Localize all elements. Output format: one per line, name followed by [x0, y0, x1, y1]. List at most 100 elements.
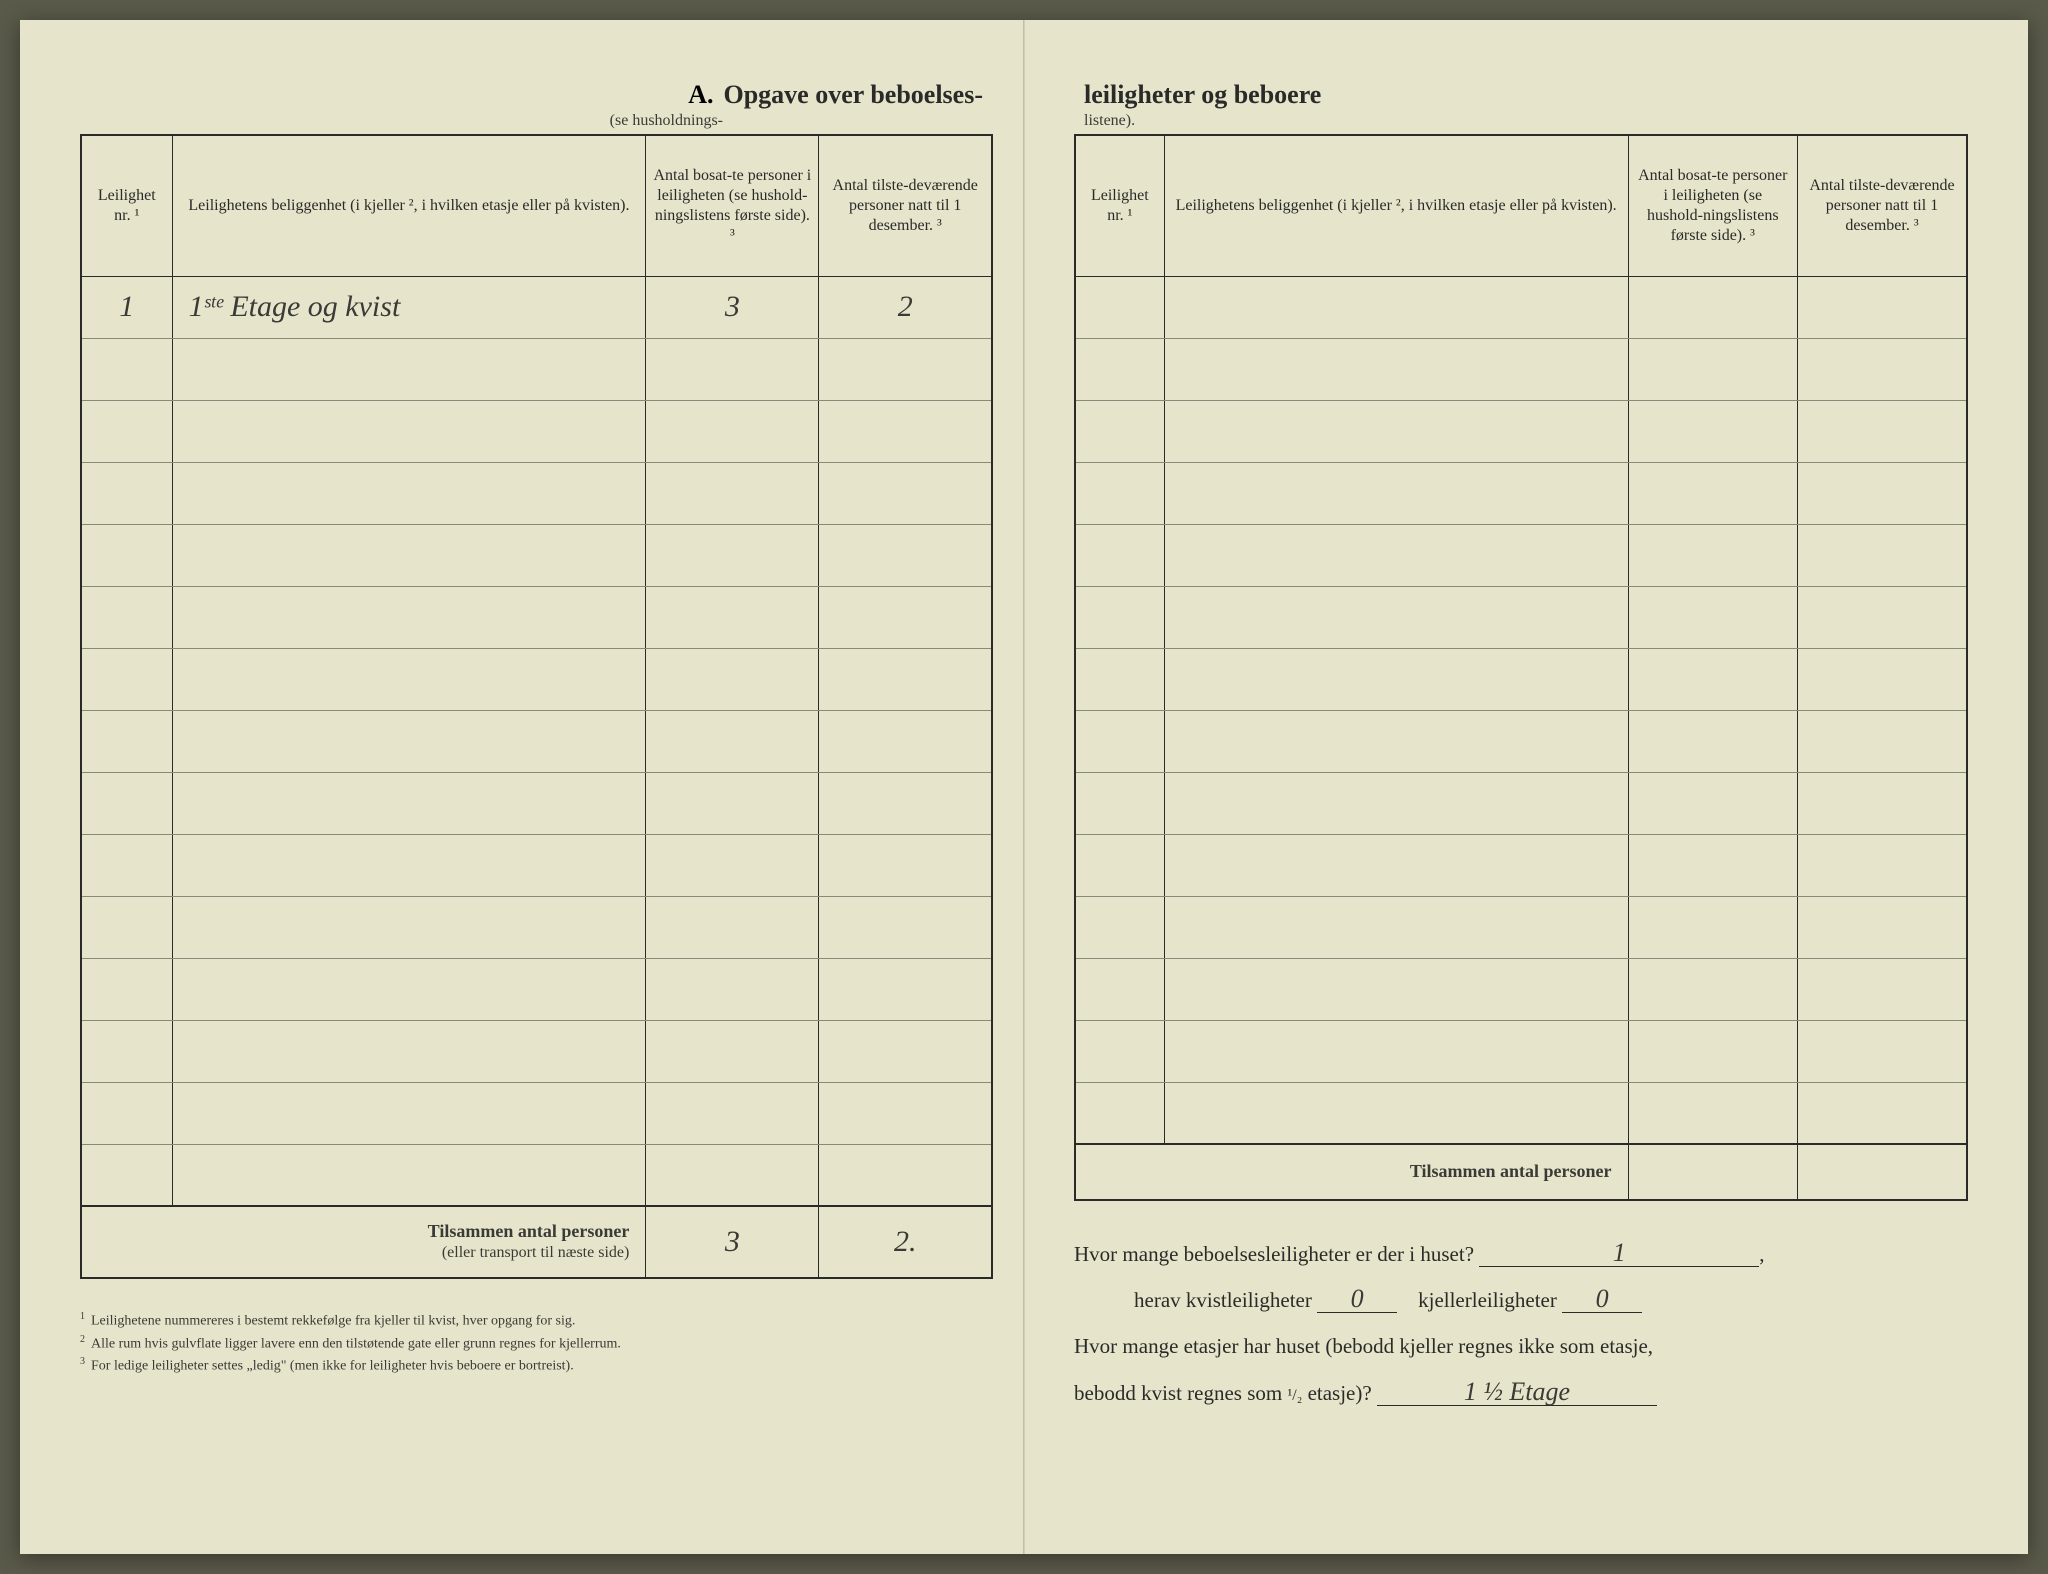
- cell-loc: [172, 1020, 646, 1082]
- totals-label: Tilsammen antal personer (eller transpor…: [81, 1206, 646, 1278]
- header-bosatte: Antal bosat-te personer i leiligheten (s…: [646, 136, 819, 276]
- table-row: [81, 1144, 992, 1206]
- cell-loc: [172, 710, 646, 772]
- cell-nr: [1075, 524, 1164, 586]
- cell-nr: [1075, 710, 1164, 772]
- cell-bosatte: [646, 586, 819, 648]
- cell-tilstede: [819, 648, 992, 710]
- cell-nr: [1075, 896, 1164, 958]
- cell-bosatte: [1628, 648, 1797, 710]
- cell-loc: [1164, 524, 1628, 586]
- table-row: [81, 772, 992, 834]
- cell-bosatte: 3: [646, 276, 819, 338]
- cell-loc: [1164, 338, 1628, 400]
- cell-nr: [81, 1144, 172, 1206]
- cell-loc: [1164, 772, 1628, 834]
- table-row: [1075, 1082, 1967, 1144]
- q2a-text: herav kvistleiligheter: [1134, 1288, 1312, 1312]
- table-row: [1075, 400, 1967, 462]
- cell-nr: [1075, 648, 1164, 710]
- q3-frac: ¹/₂: [1287, 1387, 1302, 1404]
- table-row: [1075, 338, 1967, 400]
- cell-loc: [172, 462, 646, 524]
- question-1: Hvor mange beboelsesleiligheter er der i…: [1074, 1231, 1968, 1277]
- cell-nr: [81, 1020, 172, 1082]
- cell-bosatte: [646, 1020, 819, 1082]
- cell-nr: [81, 1082, 172, 1144]
- table-row: 11ˢᵗᵉ Etage og kvist32: [81, 276, 992, 338]
- cell-tilstede: [819, 958, 992, 1020]
- q1-answer: 1: [1479, 1240, 1759, 1267]
- cell-tilstede: [819, 1020, 992, 1082]
- subtitle-right: listene).: [1074, 112, 1968, 130]
- cell-bosatte: [1628, 710, 1797, 772]
- cell-tilstede: [1798, 710, 1968, 772]
- cell-tilstede: [1798, 834, 1968, 896]
- cell-nr: [81, 400, 172, 462]
- cell-bosatte: [1628, 276, 1797, 338]
- cell-nr: [81, 958, 172, 1020]
- q3-pre: bebodd kvist regnes som: [1074, 1381, 1287, 1405]
- cell-bosatte: [1628, 772, 1797, 834]
- cell-loc: [172, 338, 646, 400]
- cell-tilstede: [1798, 958, 1968, 1020]
- table-row: [1075, 648, 1967, 710]
- cell-tilstede: [819, 1082, 992, 1144]
- right-table-wrap: Leilighet nr. ¹ Leilighetens beliggenhet…: [1074, 134, 1968, 1201]
- table-row: [81, 834, 992, 896]
- totals-tilstede: 2.: [819, 1206, 992, 1278]
- cell-bosatte: [646, 896, 819, 958]
- cell-tilstede: [819, 524, 992, 586]
- cell-nr: [81, 834, 172, 896]
- footnote-1: 1Leilighetene nummereres i bestemt rekke…: [80, 1309, 993, 1332]
- cell-tilstede: [819, 834, 992, 896]
- cell-bosatte: [1628, 462, 1797, 524]
- cell-tilstede: [1798, 338, 1968, 400]
- cell-loc: [172, 400, 646, 462]
- cell-loc: [1164, 710, 1628, 772]
- cell-nr: [1075, 400, 1164, 462]
- header-row: Leilighet nr. ¹ Leilighetens beliggenhet…: [81, 136, 992, 276]
- cell-nr: [81, 586, 172, 648]
- cell-nr: [1075, 338, 1164, 400]
- title-left-text: Opgave over beboelses-: [724, 80, 984, 110]
- cell-nr: [81, 338, 172, 400]
- footnote-3: 3For ledige leiligheter settes „ledig" (…: [80, 1354, 993, 1377]
- cell-loc: [172, 1082, 646, 1144]
- footnotes: 1Leilighetene nummereres i bestemt rekke…: [80, 1309, 993, 1377]
- cell-bosatte: [1628, 1020, 1797, 1082]
- cell-nr: [81, 462, 172, 524]
- table-row: [1075, 772, 1967, 834]
- cell-tilstede: [819, 586, 992, 648]
- cell-loc: [1164, 1020, 1628, 1082]
- header-tilstede: Antal tilste-deværende personer natt til…: [819, 136, 992, 276]
- right-tbody: Tilsammen antal personer: [1075, 276, 1967, 1200]
- cell-bosatte: [646, 958, 819, 1020]
- cell-tilstede: [819, 462, 992, 524]
- question-2: herav kvistleiligheter 0 kjellerleilighe…: [1074, 1277, 1968, 1323]
- cell-bosatte: [646, 772, 819, 834]
- cell-tilstede: [1798, 772, 1968, 834]
- totals-label-right: Tilsammen antal personer: [1075, 1144, 1628, 1200]
- cell-loc: [172, 896, 646, 958]
- cell-loc: [172, 1144, 646, 1206]
- cell-loc: [1164, 400, 1628, 462]
- cell-tilstede: [1798, 524, 1968, 586]
- cell-nr: [1075, 772, 1164, 834]
- cell-tilstede: [1798, 1082, 1968, 1144]
- table-row: [1075, 276, 1967, 338]
- cell-nr: [81, 524, 172, 586]
- cell-bosatte: [1628, 1082, 1797, 1144]
- cell-bosatte: [1628, 586, 1797, 648]
- table-row: [81, 958, 992, 1020]
- cell-nr: [1075, 462, 1164, 524]
- table-row: [81, 1082, 992, 1144]
- table-row: [81, 338, 992, 400]
- right-table: Leilighet nr. ¹ Leilighetens beliggenhet…: [1074, 136, 1968, 1201]
- cell-bosatte: [646, 462, 819, 524]
- cell-bosatte: [1628, 896, 1797, 958]
- table-row: [81, 586, 992, 648]
- header-nr: Leilighet nr. ¹: [81, 136, 172, 276]
- cell-tilstede: [1798, 462, 1968, 524]
- cell-tilstede: [819, 772, 992, 834]
